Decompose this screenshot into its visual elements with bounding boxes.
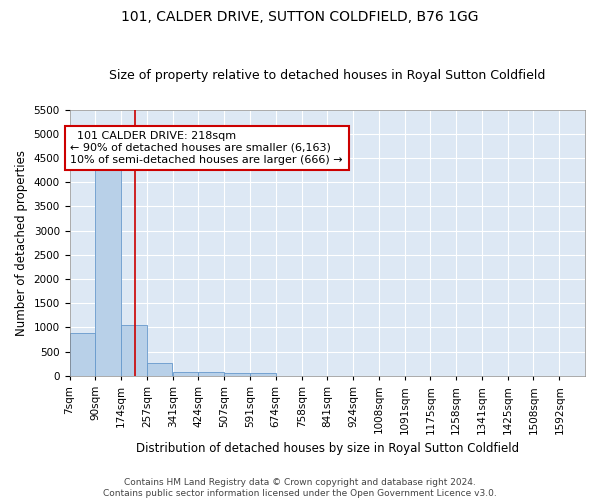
Bar <box>250 374 275 376</box>
X-axis label: Distribution of detached houses by size in Royal Sutton Coldfield: Distribution of detached houses by size … <box>136 442 519 455</box>
Bar <box>70 334 95 376</box>
Bar <box>95 156 121 376</box>
Bar <box>147 363 172 376</box>
Bar <box>199 372 224 376</box>
Text: 101 CALDER DRIVE: 218sqm
← 90% of detached houses are smaller (6,163)
10% of sem: 101 CALDER DRIVE: 218sqm ← 90% of detach… <box>70 132 343 164</box>
Text: Contains HM Land Registry data © Crown copyright and database right 2024.
Contai: Contains HM Land Registry data © Crown c… <box>103 478 497 498</box>
Text: 101, CALDER DRIVE, SUTTON COLDFIELD, B76 1GG: 101, CALDER DRIVE, SUTTON COLDFIELD, B76… <box>121 10 479 24</box>
Bar <box>121 325 147 376</box>
Y-axis label: Number of detached properties: Number of detached properties <box>15 150 28 336</box>
Title: Size of property relative to detached houses in Royal Sutton Coldfield: Size of property relative to detached ho… <box>109 69 545 82</box>
Bar <box>224 373 250 376</box>
Bar <box>173 372 199 376</box>
